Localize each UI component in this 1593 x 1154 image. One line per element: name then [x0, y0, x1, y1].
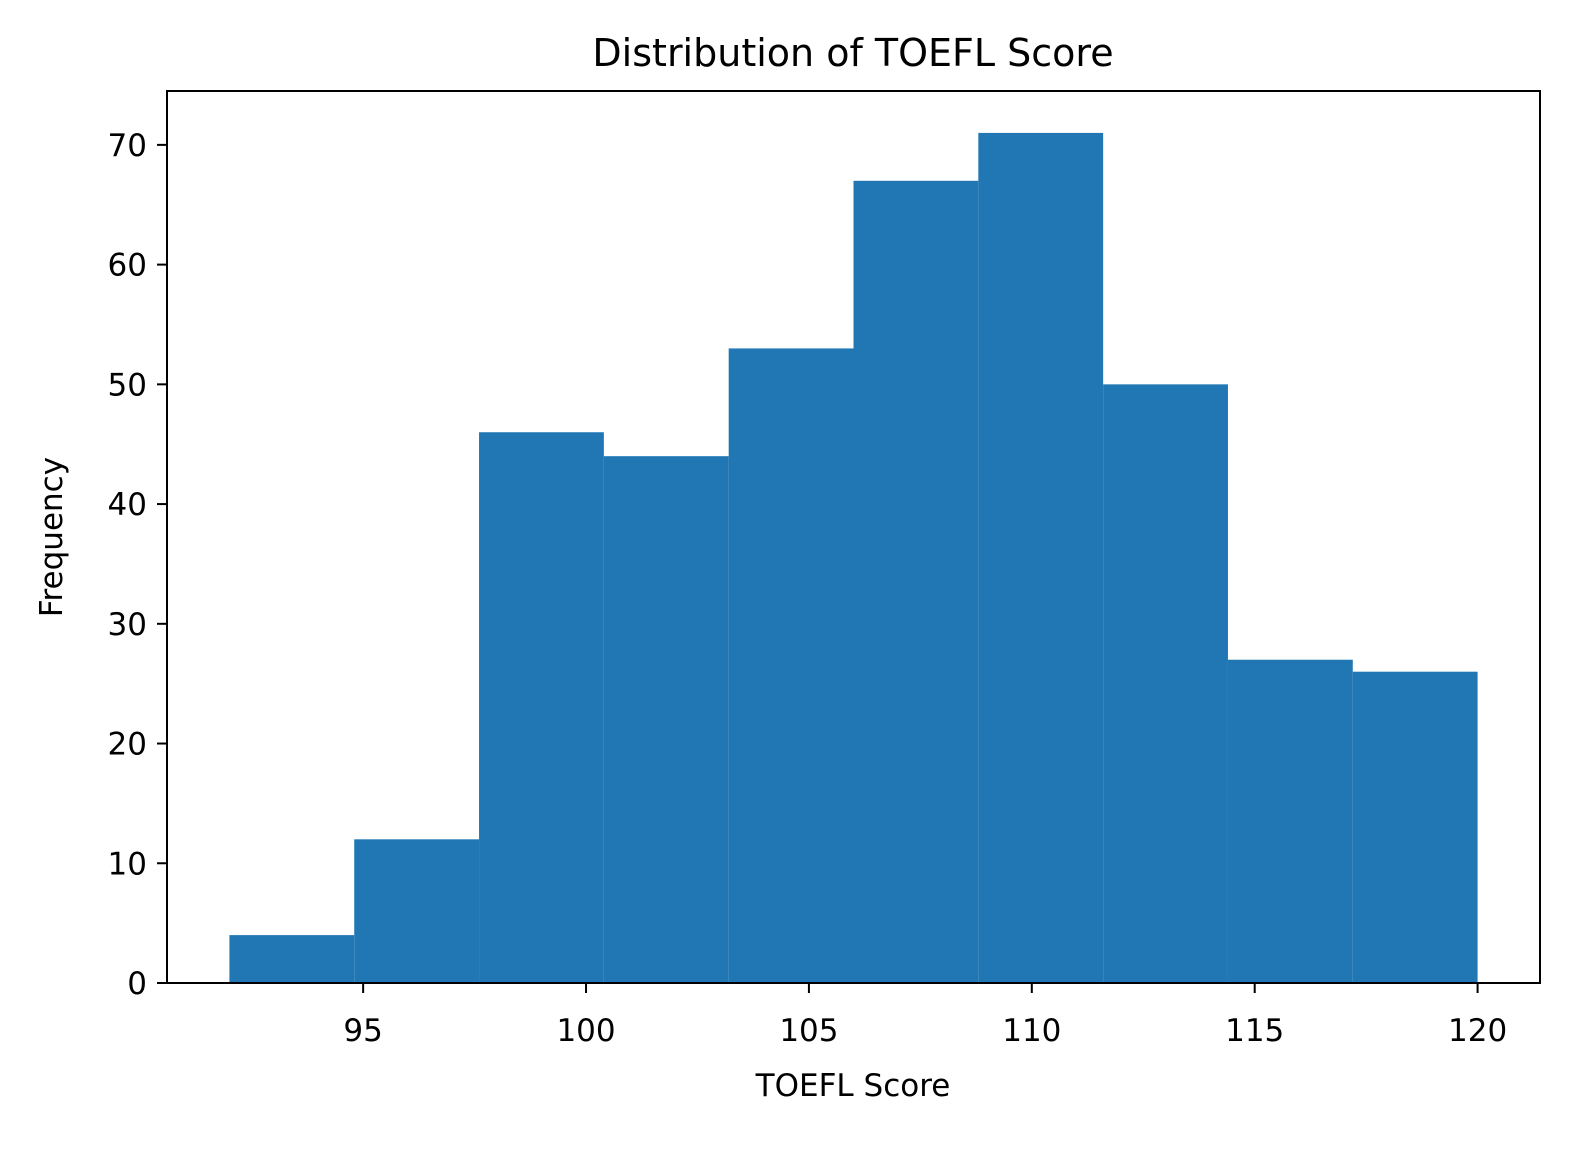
x-tick-label: 110: [1002, 1013, 1061, 1049]
bars-group: [229, 132, 1478, 984]
y-tick-label: 10: [108, 846, 147, 882]
histogram-bar: [1103, 384, 1228, 983]
plot-frame: [166, 90, 1541, 984]
x-tick-label: 100: [556, 1013, 615, 1049]
y-axis-ticks: 0 10 20 30 40 50 60 70: [108, 128, 167, 1002]
histogram-bar: [853, 180, 979, 984]
histogram-bar: [978, 132, 1104, 984]
y-tick-label: 20: [108, 727, 147, 763]
histogram-bar: [479, 432, 604, 984]
x-axis-ticks: 95 100 105 110 115 120: [343, 983, 1507, 1049]
histogram-bar: [1227, 659, 1353, 983]
x-tick-label: 105: [779, 1013, 838, 1049]
x-tick-label: 95: [343, 1013, 382, 1049]
y-tick-label: 70: [108, 128, 147, 164]
y-tick-label: 50: [108, 367, 147, 403]
y-axis-label: Frequency: [34, 457, 70, 617]
x-tick-label: 120: [1448, 1013, 1507, 1049]
histogram-bar: [603, 456, 729, 983]
y-tick-label: 40: [108, 487, 147, 523]
x-axis-label: TOEFL Score: [755, 1068, 951, 1104]
y-tick-label: 0: [127, 966, 147, 1002]
histogram-bar: [354, 839, 480, 983]
y-tick-label: 30: [108, 607, 147, 643]
chart-title: Distribution of TOEFL Score: [592, 31, 1113, 75]
histogram-bar: [1352, 671, 1478, 983]
x-tick-label: 115: [1225, 1013, 1284, 1049]
histogram-bar: [229, 935, 355, 983]
y-tick-label: 60: [108, 248, 147, 284]
histogram-bar: [728, 348, 854, 983]
